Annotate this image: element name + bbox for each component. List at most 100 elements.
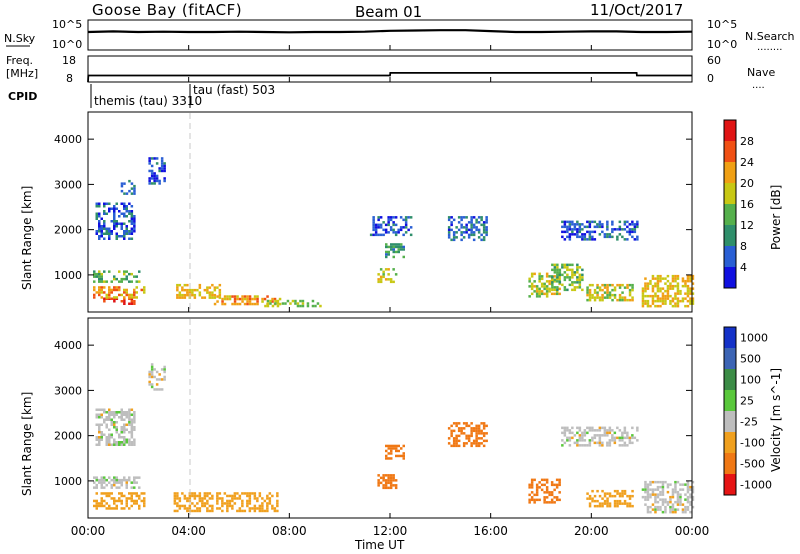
- velocity-cell-0: [135, 499, 138, 503]
- power-cell-13: [558, 275, 561, 278]
- power-cell-4: [120, 182, 124, 185]
- velocity-cell-10: [628, 504, 632, 508]
- power-cell-17: [666, 289, 670, 293]
- power-cell-12: [452, 238, 456, 242]
- velocity-cell-6: [390, 457, 393, 460]
- power-cell-12: [482, 226, 486, 229]
- velocity-cell-10: [606, 492, 609, 495]
- velocity-cell-0: [143, 497, 146, 500]
- power-cell-5: [155, 162, 159, 165]
- velocity-cell-11: [674, 483, 677, 486]
- velocity-cell-6: [397, 449, 400, 453]
- power-cell-11: [379, 223, 383, 227]
- power-cell-10: [397, 248, 400, 251]
- velocity-cell-5: [384, 474, 388, 477]
- velocity-cell-2: [120, 411, 123, 414]
- velocity-cell-11: [679, 503, 682, 506]
- velocity-cell-2: [123, 438, 126, 441]
- velocity-cell-3: [148, 373, 151, 376]
- power-cell-16: [613, 293, 617, 297]
- power-cell-5: [150, 157, 154, 160]
- power-cell-17: [651, 299, 655, 303]
- power-cell-13: [548, 275, 551, 278]
- velocity-cell-7: [477, 427, 481, 430]
- velocity-cell-4: [201, 499, 204, 503]
- power-cell-6: [193, 293, 197, 297]
- velocity-cell-4: [208, 504, 212, 508]
- velocity-cell-0: [138, 504, 141, 508]
- power-cell-17: [681, 284, 685, 288]
- velocity-cell-0: [133, 502, 136, 505]
- velocity-cell-10: [618, 492, 622, 495]
- power-cell-17: [676, 284, 680, 288]
- velocity-cell-9: [598, 444, 602, 447]
- power-cell-3: [103, 205, 106, 208]
- power-cell-1: [115, 286, 118, 289]
- velocity-cell-9: [621, 439, 624, 442]
- cpid-program-1: themis (tau) 3310: [94, 94, 202, 108]
- velocity-cell-11: [671, 510, 675, 514]
- power-cell-3: [123, 230, 126, 233]
- velocity-cell-11: [681, 483, 685, 486]
- power-cell-3: [103, 237, 106, 240]
- power-cell-15: [563, 263, 567, 267]
- velocity-cell-9: [601, 426, 604, 430]
- power-cell-7: [223, 302, 227, 306]
- velocity-cell-4: [266, 497, 269, 500]
- power-cell-17: [641, 297, 645, 300]
- velocity-cell-8: [530, 483, 534, 487]
- velocity-cell-8: [543, 496, 546, 499]
- velocity-cell-11: [659, 498, 662, 501]
- power-cell-6: [183, 296, 187, 299]
- power-cell-6: [211, 291, 214, 294]
- power-cell-14: [631, 223, 634, 226]
- power-cell-3: [125, 230, 128, 233]
- velocity-cell-5: [387, 479, 390, 482]
- velocity-cell-9: [623, 441, 627, 445]
- power-cell-6: [186, 288, 189, 292]
- power-cell-12: [460, 231, 463, 234]
- power-cell-16: [628, 293, 632, 297]
- power-cell-14: [571, 220, 574, 224]
- velocity-cell-11: [644, 485, 647, 489]
- velocity-cell-8: [535, 483, 539, 487]
- power-cell-17: [689, 289, 692, 293]
- velocity-cell-9: [601, 434, 604, 437]
- power-colorbar-tick: 8: [740, 240, 747, 253]
- power-cell-11: [382, 233, 385, 237]
- power-cell-17: [641, 299, 645, 303]
- velocity-cell-0: [95, 499, 98, 503]
- power-cell-17: [659, 304, 662, 308]
- velocity-cell-11: [646, 505, 650, 509]
- velocity-cell-11: [664, 508, 667, 511]
- velocity-cell-2: [108, 441, 111, 444]
- power-cell-14: [633, 225, 637, 229]
- velocity-cell-9: [588, 444, 592, 447]
- power-cell-2: [125, 275, 128, 278]
- velocity-cell-3: [158, 373, 161, 376]
- velocity-cell-4: [253, 492, 257, 495]
- power-cell-6: [191, 293, 194, 297]
- velocity-cell-4: [206, 509, 209, 513]
- power-cell-14: [591, 238, 594, 241]
- velocity-cell-11: [664, 510, 667, 514]
- velocity-cell-4: [193, 509, 197, 513]
- velocity-cell-4: [173, 497, 177, 500]
- velocity-cell-11: [691, 495, 695, 499]
- power-cell-1: [93, 286, 96, 289]
- power-cell-8: [281, 302, 285, 305]
- velocity-cell-11: [649, 495, 652, 499]
- power-cell-3: [115, 220, 118, 223]
- power-cell-16: [606, 291, 609, 294]
- velocity-cell-4: [266, 494, 269, 498]
- velocity-cell-11: [689, 485, 692, 489]
- cpid-label: CPID: [8, 90, 37, 103]
- power-cell-14: [621, 228, 624, 231]
- power-cell-14: [571, 230, 574, 234]
- velocity-cell-4: [191, 509, 194, 513]
- velocity-cell-4: [176, 509, 179, 513]
- velocity-cell-11: [669, 495, 672, 499]
- power-cell-11: [407, 216, 410, 219]
